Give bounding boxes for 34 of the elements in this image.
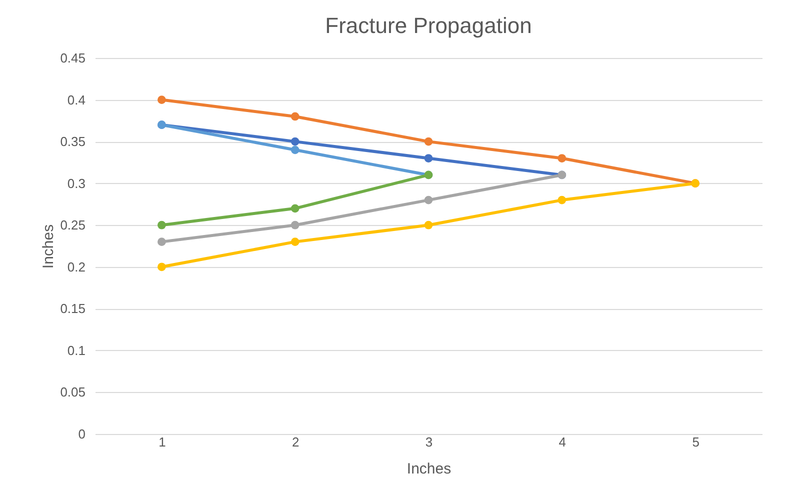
x-tick-label: 4 xyxy=(558,434,566,450)
point xyxy=(290,112,300,121)
x-tick-label: 5 xyxy=(692,434,700,450)
y-axis-title: Inches xyxy=(40,224,58,269)
point xyxy=(290,137,300,146)
point xyxy=(158,238,166,246)
point xyxy=(424,137,433,146)
point xyxy=(158,96,166,104)
point xyxy=(158,220,166,230)
y-tick-label: 0.25 xyxy=(60,218,86,233)
y-tick-label: 0.05 xyxy=(60,384,86,400)
point xyxy=(290,146,300,154)
y-tick-label: 0.3 xyxy=(67,176,86,191)
point xyxy=(290,204,300,213)
point xyxy=(558,154,566,162)
point xyxy=(290,238,300,246)
point xyxy=(290,220,300,230)
chart-title: Fracture Propagation xyxy=(325,13,532,38)
point xyxy=(424,196,433,204)
y-tick-label: 0.4 xyxy=(67,92,86,108)
y-tick-label: 0.45 xyxy=(60,50,86,66)
point xyxy=(424,154,433,162)
y-tick-label: 0.1 xyxy=(67,342,86,358)
x-axis-title: Inches xyxy=(406,460,452,478)
x-tick-label: 1 xyxy=(158,434,166,450)
point xyxy=(558,196,566,204)
y-tick-label: 0.2 xyxy=(67,259,86,274)
x-tick-label: 3 xyxy=(425,434,433,450)
x-tick-label: 2 xyxy=(292,434,300,450)
point xyxy=(158,262,166,272)
point xyxy=(424,220,433,230)
y-tick-label: 0 xyxy=(78,426,86,442)
y-tick-label: 0.15 xyxy=(60,301,86,316)
y-tick-label: 0.35 xyxy=(60,134,86,150)
